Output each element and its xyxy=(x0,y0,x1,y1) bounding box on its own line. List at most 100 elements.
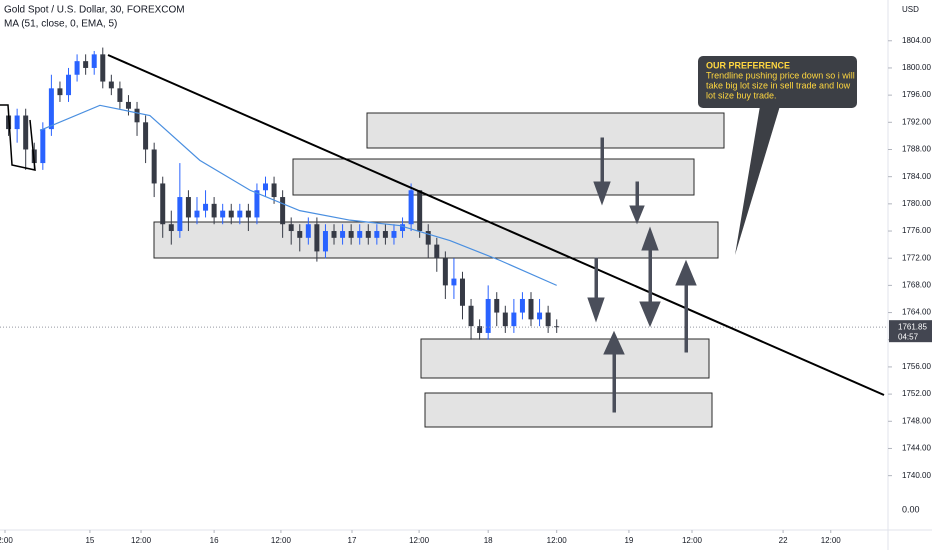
y-tick-label: 1804.00 xyxy=(902,36,931,45)
x-tick-label: 12:00 xyxy=(409,536,430,545)
ma-legend: MA (51, close, 0, EMA, 5) xyxy=(4,19,117,30)
y-tick-label: 1792.00 xyxy=(902,117,931,126)
candle-body xyxy=(554,326,560,328)
x-tick-label: 12:00 xyxy=(682,536,703,545)
candle-body xyxy=(382,231,388,238)
x-tick-label: 15 xyxy=(85,536,94,545)
candle-body xyxy=(203,203,209,211)
y-tick-label: 1780.00 xyxy=(902,199,931,208)
x-tick-label: 12:00 xyxy=(271,536,292,545)
y-tick-label: 1752.00 xyxy=(902,389,931,398)
candle-body xyxy=(365,231,371,238)
candle-body xyxy=(160,183,166,225)
candle-body xyxy=(391,231,397,238)
candle-body xyxy=(425,231,431,245)
candle-body xyxy=(528,298,534,320)
callout xyxy=(698,56,857,108)
trendline-fragment xyxy=(0,104,36,171)
candle-body xyxy=(245,210,251,218)
zone xyxy=(366,112,725,149)
candle-body xyxy=(228,210,234,218)
x-tick-label: 16 xyxy=(210,536,219,545)
candle-body xyxy=(48,88,54,130)
candle-body xyxy=(331,231,337,238)
y-tick-label: 1776.00 xyxy=(902,226,931,235)
ma-line xyxy=(39,104,557,286)
x-tick-label: 12:00 xyxy=(547,536,568,545)
x-tick-label: 18 xyxy=(484,536,493,545)
series-layer xyxy=(0,47,888,340)
candle-body xyxy=(108,81,114,89)
x-tick-label: 2:00 xyxy=(0,536,13,545)
candle-body xyxy=(143,122,149,150)
y-tick-label: 1756.00 xyxy=(902,362,931,371)
y-tick-label: 1788.00 xyxy=(902,145,931,154)
candle-body xyxy=(468,305,474,327)
candle-body xyxy=(168,224,174,232)
y-tick-label: 1748.00 xyxy=(902,416,931,425)
candle-body xyxy=(417,190,423,232)
candle-body xyxy=(74,61,80,75)
candle-body xyxy=(314,224,320,252)
candle-body xyxy=(57,88,63,96)
x-tick-label: 12:00 xyxy=(131,536,152,545)
callout-tail xyxy=(735,106,780,255)
candle-body xyxy=(511,312,517,327)
candle-body xyxy=(374,231,380,238)
candle-body xyxy=(194,210,200,218)
candle-body xyxy=(280,197,286,225)
candle-body xyxy=(125,101,131,109)
candle-body xyxy=(263,183,268,191)
candle-body xyxy=(271,183,277,198)
candle-body xyxy=(117,88,123,102)
y-tick-label: 1740.00 xyxy=(902,471,931,480)
x-tick-label: 12:00 xyxy=(821,536,842,545)
last-price-box xyxy=(889,320,932,343)
scale-extra-label: 0.00 xyxy=(902,504,920,514)
callout-text: lot size buy trade. xyxy=(706,90,777,100)
countdown-label: 04:57 xyxy=(898,332,919,341)
x-tick-label: 17 xyxy=(348,536,357,545)
arrows xyxy=(587,137,697,413)
callout-heading: OUR PREFERENCE xyxy=(706,60,790,70)
candle-body xyxy=(519,298,525,313)
candle-body xyxy=(357,231,363,238)
candle-body xyxy=(485,298,491,333)
candle-body xyxy=(23,115,29,150)
candle-body xyxy=(322,231,328,252)
callout-text: Trendline pushing price down so i will xyxy=(706,70,855,80)
candle-body xyxy=(477,326,483,333)
y-tick-label: 1784.00 xyxy=(902,172,931,181)
overlay: OUR PREFERENCE Trendline pushing price d… xyxy=(0,54,885,413)
candle-body xyxy=(185,197,191,218)
candle-body xyxy=(66,74,72,96)
y-tick-label: 1744.00 xyxy=(902,444,931,453)
candle-body xyxy=(545,312,551,327)
candle-body xyxy=(442,258,448,286)
last-price-label: 1761.85 xyxy=(898,322,927,331)
trendline xyxy=(107,54,885,396)
candle-body xyxy=(502,312,508,327)
y-tick-label: 1764.00 xyxy=(902,308,931,317)
candle-body xyxy=(537,312,543,320)
candle-body xyxy=(297,231,303,238)
zone xyxy=(292,158,695,196)
y-tick-label: 1800.00 xyxy=(902,63,931,72)
candle-body xyxy=(459,278,465,306)
y-tick-label: 1768.00 xyxy=(902,280,931,289)
y-tick-label: 1772.00 xyxy=(902,253,931,262)
candle-body xyxy=(177,197,183,232)
zone xyxy=(424,392,713,428)
candle-body xyxy=(237,210,243,218)
candle-body xyxy=(408,190,414,225)
candle-body xyxy=(134,108,140,123)
candle-body xyxy=(400,224,406,232)
zone xyxy=(420,338,710,379)
candle-body xyxy=(14,115,20,130)
y-tick-label: 1796.00 xyxy=(902,90,931,99)
candle-body xyxy=(340,231,346,238)
candle-body xyxy=(40,129,46,164)
candle-body xyxy=(83,61,89,68)
candle-body xyxy=(100,54,106,82)
x-tick-label: 19 xyxy=(624,536,633,545)
